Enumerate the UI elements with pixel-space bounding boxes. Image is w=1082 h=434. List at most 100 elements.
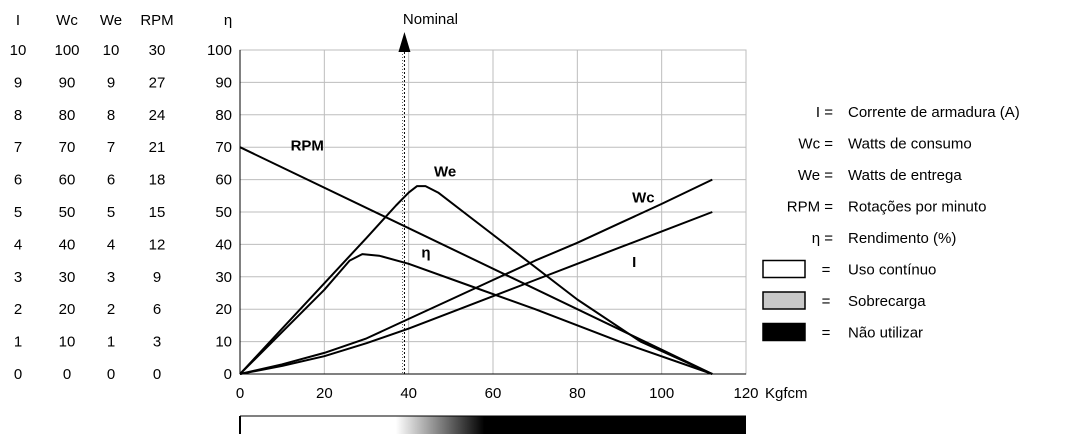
legend-text: Rotações por minuto	[848, 199, 986, 216]
legend-text: Corrente de armadura (A)	[848, 104, 1020, 121]
y-column-header: We	[100, 12, 122, 29]
y-tick-label: 7	[107, 139, 115, 156]
series-label: RPM	[291, 137, 324, 154]
legend-symbol: RPM =	[787, 199, 834, 216]
legend-swatch-text: Não utilizar	[848, 325, 923, 342]
x-tick-label: 100	[649, 385, 674, 402]
legend-swatch-text: Uso contínuo	[848, 262, 936, 279]
y-tick-label: 0	[107, 366, 115, 383]
y-tick-label: 90	[215, 74, 232, 91]
y-tick-label: 100	[207, 42, 232, 59]
y-tick-label: 3	[107, 269, 115, 286]
y-tick-label: 6	[153, 301, 161, 318]
y-tick-label: 7	[14, 139, 22, 156]
x-tick-label: 0	[236, 385, 244, 402]
y-tick-label: 9	[14, 74, 22, 91]
series-line-rpm	[239, 146, 713, 375]
x-tick-label: 80	[569, 385, 586, 402]
y-tick-label: 1	[14, 334, 22, 351]
y-tick-label: 30	[215, 269, 232, 286]
y-tick-label: 70	[215, 139, 232, 156]
y-tick-label: 3	[14, 269, 22, 286]
y-tick-label: 21	[149, 139, 166, 156]
y-tick-label: 0	[14, 366, 22, 383]
legend-swatch	[762, 322, 806, 342]
y-tick-label: 40	[215, 236, 232, 253]
y-tick-label: 24	[149, 107, 166, 124]
nominal-label: Nominal	[403, 11, 458, 28]
x-tick-label: 40	[400, 385, 417, 402]
legend-swatch-eq: =	[822, 262, 831, 279]
y-tick-label: 100	[54, 42, 79, 59]
x-tick-label: 60	[485, 385, 502, 402]
y-tick-label: 1	[107, 334, 115, 351]
y-tick-label: 27	[149, 74, 166, 91]
y-tick-label: 3	[153, 334, 161, 351]
y-tick-label: 6	[107, 172, 115, 189]
series-label: Wc	[632, 189, 655, 206]
usage-bar	[239, 415, 746, 434]
series-label: η	[421, 244, 430, 261]
y-tick-label: 10	[10, 42, 27, 59]
nominal-marker: Nominal	[398, 11, 458, 374]
legend-swatch-eq: =	[822, 293, 831, 310]
y-tick-label: 50	[59, 204, 76, 221]
y-tick-label: 8	[107, 107, 115, 124]
grid	[239, 49, 747, 375]
nominal-arrow	[398, 32, 411, 52]
series-line-wc	[239, 178, 713, 375]
y-tick-label: 0	[224, 366, 232, 383]
y-column-header: η	[224, 12, 232, 29]
y-tick-label: 2	[107, 301, 115, 318]
y-tick-label: 70	[59, 139, 76, 156]
y-tick-label: 12	[149, 236, 166, 253]
legend-swatch-eq: =	[822, 325, 831, 342]
usage-gradient-bar	[240, 416, 746, 434]
y-tick-label: 4	[14, 236, 22, 253]
y-column-header: I	[16, 12, 20, 29]
x-axis-label: Kgfcm	[765, 385, 808, 402]
x-tick-label: 20	[316, 385, 333, 402]
series-label: We	[434, 163, 456, 180]
y-column-header: Wc	[56, 12, 78, 29]
legend: I = Corrente de armadura (A) Wc = Watts de …	[762, 104, 1020, 342]
y-tick-label: 60	[215, 172, 232, 189]
y-tick-label: 80	[59, 107, 76, 124]
y-tick-label: 9	[107, 74, 115, 91]
y-tick-label: 0	[63, 366, 71, 383]
legend-symbol: We =	[798, 167, 833, 184]
series-line-i	[239, 211, 713, 375]
y-tick-label: 30	[59, 269, 76, 286]
y-tick-label: 15	[149, 204, 166, 221]
y-tick-label: 6	[14, 172, 22, 189]
series-label: I	[632, 254, 636, 271]
y-tick-label: 2	[14, 301, 22, 318]
y-tick-label: 90	[59, 74, 76, 91]
y-column-header: RPM	[140, 12, 173, 29]
y-tick-label: 50	[215, 204, 232, 221]
y-tick-label: 20	[215, 301, 232, 318]
legend-symbol: η =	[812, 230, 834, 247]
legend-swatch	[762, 291, 806, 310]
y-tick-label: 9	[153, 269, 161, 286]
y-tick-label: 10	[59, 334, 76, 351]
y-tick-label: 40	[59, 236, 76, 253]
x-axis: 0 20 40 60 80 100 120 Kgfcm	[236, 385, 808, 402]
y-tick-label: 60	[59, 172, 76, 189]
legend-text: Watts de entrega	[848, 167, 962, 184]
y-tick-label: 20	[59, 301, 76, 318]
y-tick-label: 80	[215, 107, 232, 124]
y-tick-label: 10	[103, 42, 120, 59]
y-axis-columns: I012345678910Wc0102030405060708090100We0…	[10, 12, 233, 383]
y-tick-label: 5	[14, 204, 22, 221]
series-lines: RPM We η Wc I	[239, 137, 713, 375]
y-tick-label: 5	[107, 204, 115, 221]
y-tick-label: 10	[215, 334, 232, 351]
x-tick-label: 120	[733, 385, 758, 402]
legend-swatch	[762, 259, 806, 279]
y-tick-label: 8	[14, 107, 22, 124]
series-line-we	[239, 185, 713, 375]
y-tick-label: 30	[149, 42, 166, 59]
legend-symbol: I =	[816, 104, 833, 121]
